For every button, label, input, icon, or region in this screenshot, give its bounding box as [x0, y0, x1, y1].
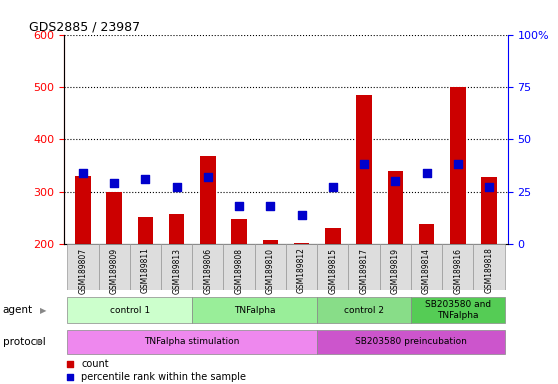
Point: [110, 180, 119, 186]
FancyBboxPatch shape: [379, 244, 411, 290]
FancyBboxPatch shape: [317, 244, 348, 290]
FancyBboxPatch shape: [317, 329, 504, 354]
Text: TNFalpha stimulation: TNFalpha stimulation: [145, 337, 240, 346]
Point: [391, 178, 400, 184]
Text: GSM189811: GSM189811: [141, 248, 150, 293]
Text: count: count: [81, 359, 109, 369]
Point: [266, 203, 275, 209]
Point: [453, 161, 462, 167]
FancyBboxPatch shape: [193, 244, 224, 290]
Point: [79, 170, 88, 176]
Bar: [356, 95, 372, 244]
Bar: [450, 87, 465, 244]
Text: SB203580 preincubation: SB203580 preincubation: [355, 337, 467, 346]
Point: [141, 176, 150, 182]
FancyBboxPatch shape: [193, 297, 317, 323]
Text: SB203580 and
TNFalpha: SB203580 and TNFalpha: [425, 300, 491, 320]
FancyBboxPatch shape: [255, 244, 286, 290]
FancyBboxPatch shape: [68, 297, 193, 323]
Text: GSM189814: GSM189814: [422, 248, 431, 293]
FancyBboxPatch shape: [99, 244, 130, 290]
FancyBboxPatch shape: [411, 244, 442, 290]
Text: GSM189807: GSM189807: [79, 248, 88, 294]
Text: ▶: ▶: [40, 306, 47, 314]
FancyBboxPatch shape: [411, 297, 504, 323]
FancyBboxPatch shape: [224, 244, 255, 290]
Bar: [263, 240, 278, 244]
Text: TNFalpha: TNFalpha: [234, 306, 276, 314]
Text: GSM189812: GSM189812: [297, 248, 306, 293]
Bar: [294, 243, 309, 244]
Bar: [387, 170, 403, 244]
Point: [235, 203, 244, 209]
Point: [271, 184, 280, 190]
Bar: [200, 156, 216, 244]
Point: [359, 161, 368, 167]
Text: GSM189813: GSM189813: [172, 248, 181, 293]
Text: GSM189819: GSM189819: [391, 248, 400, 293]
FancyBboxPatch shape: [473, 244, 504, 290]
Point: [328, 184, 337, 190]
Bar: [138, 217, 153, 244]
Bar: [418, 224, 434, 244]
FancyBboxPatch shape: [130, 244, 161, 290]
FancyBboxPatch shape: [161, 244, 193, 290]
Text: protocol: protocol: [3, 337, 46, 347]
Text: GDS2885 / 23987: GDS2885 / 23987: [28, 20, 140, 33]
Bar: [232, 219, 247, 244]
Bar: [107, 192, 122, 244]
Bar: [481, 177, 497, 244]
Text: ▶: ▶: [36, 337, 43, 346]
FancyBboxPatch shape: [317, 297, 411, 323]
Text: GSM189816: GSM189816: [453, 248, 462, 293]
Point: [297, 212, 306, 218]
FancyBboxPatch shape: [348, 244, 379, 290]
Point: [204, 174, 213, 180]
Text: GSM189817: GSM189817: [359, 248, 369, 293]
FancyBboxPatch shape: [442, 244, 473, 290]
FancyBboxPatch shape: [68, 329, 317, 354]
Point: [422, 170, 431, 176]
Point: [172, 184, 181, 190]
FancyBboxPatch shape: [286, 244, 317, 290]
Text: percentile rank within the sample: percentile rank within the sample: [81, 372, 246, 382]
Bar: [75, 176, 91, 244]
Text: GSM189808: GSM189808: [234, 248, 244, 293]
Text: GSM189809: GSM189809: [110, 248, 119, 294]
Text: GSM189818: GSM189818: [484, 248, 493, 293]
Text: agent: agent: [3, 305, 33, 315]
Text: control 1: control 1: [110, 306, 150, 314]
FancyBboxPatch shape: [68, 244, 99, 290]
Point: [271, 306, 280, 313]
Point: [484, 184, 493, 190]
Bar: [169, 214, 185, 244]
Text: GSM189815: GSM189815: [328, 248, 338, 293]
Text: GSM189806: GSM189806: [203, 248, 213, 294]
Text: control 2: control 2: [344, 306, 384, 314]
Bar: [325, 228, 340, 244]
Text: GSM189810: GSM189810: [266, 248, 275, 293]
